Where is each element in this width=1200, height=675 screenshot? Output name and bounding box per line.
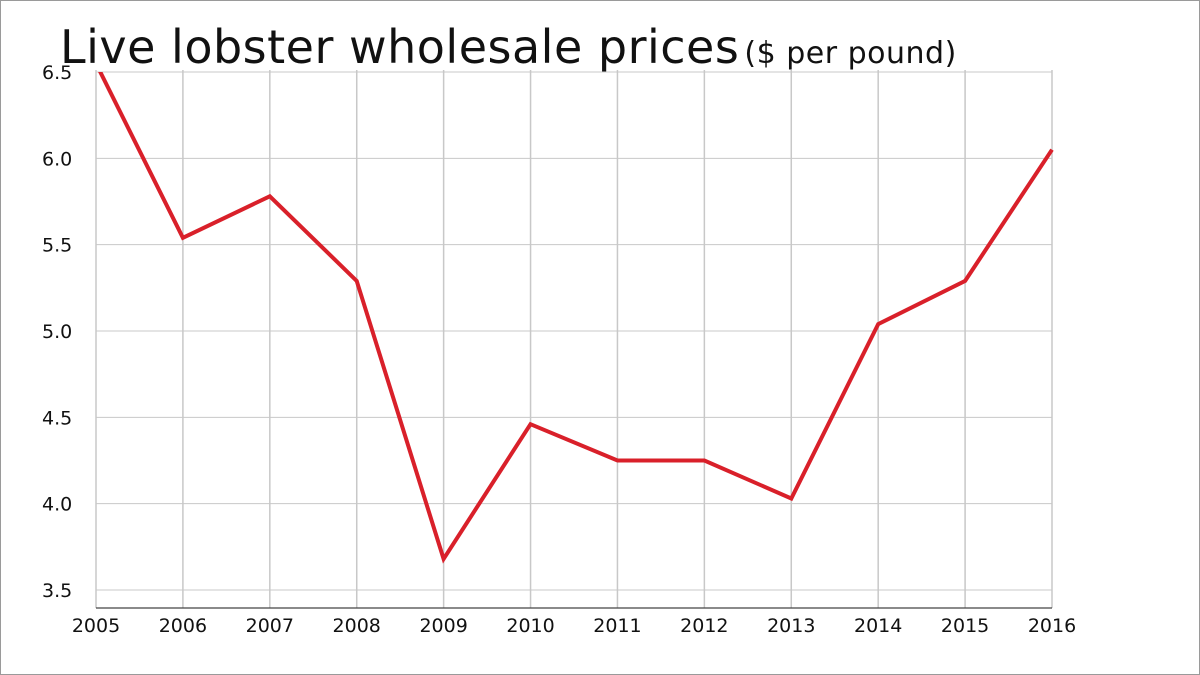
data-point-2012 — [702, 459, 706, 463]
series-line-0 — [98, 72, 1054, 564]
x-tick-label-2016: 2016 — [1028, 615, 1076, 637]
x-tick-label-2007: 2007 — [246, 615, 294, 637]
x-tick-label-2012: 2012 — [680, 615, 728, 637]
chart-title-unit: ($ per pound) — [744, 36, 957, 71]
y-tick-label-5-5: 5.5 — [42, 235, 72, 257]
chart-title-main: Live lobster wholesale prices — [60, 20, 740, 74]
x-tick-label-2014: 2014 — [854, 615, 902, 637]
x-tick-label-2005: 2005 — [72, 615, 120, 637]
x-tick-label-2008: 2008 — [333, 615, 381, 637]
x-tick-label-2015: 2015 — [941, 615, 989, 637]
y-tick-label-3-5: 3.5 — [42, 580, 72, 602]
data-point-2007 — [268, 194, 272, 198]
x-tick-label-2013: 2013 — [767, 615, 815, 637]
y-tick-label-6-0: 6.0 — [42, 148, 72, 170]
x-tick-label-2006: 2006 — [159, 615, 207, 637]
data-point-2015 — [963, 279, 967, 283]
data-point-2006 — [181, 236, 185, 240]
y-tick-label-4-0: 4.0 — [42, 494, 72, 516]
y-tick-label-6-5: 6.5 — [42, 62, 72, 84]
data-point-2009 — [442, 557, 446, 561]
data-point-2011 — [616, 459, 620, 463]
x-tick-label-2010: 2010 — [506, 615, 554, 637]
data-point-2010 — [529, 422, 533, 426]
y-tick-label-4-5: 4.5 — [42, 407, 72, 429]
chart-title: Live lobster wholesale prices ($ per pou… — [60, 20, 957, 74]
data-point-2005 — [94, 61, 98, 65]
data-point-2016 — [1050, 148, 1054, 152]
data-point-2014 — [876, 322, 880, 326]
x-tick-label-2009: 2009 — [419, 615, 467, 637]
data-point-2013 — [789, 497, 793, 501]
y-tick-label-5-0: 5.0 — [42, 321, 72, 343]
data-point-2008 — [355, 279, 359, 283]
x-tick-label-2011: 2011 — [593, 615, 641, 637]
